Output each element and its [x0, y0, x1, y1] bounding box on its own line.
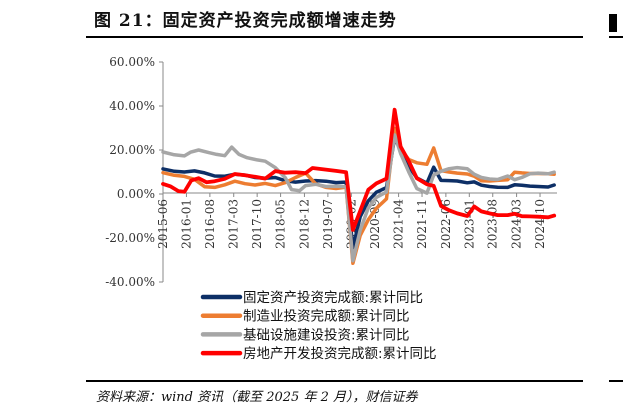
x-tick-label: 2018-05 — [274, 199, 288, 249]
x-tick-label: 2015-06 — [156, 199, 170, 249]
next-figure-marker — [609, 14, 617, 32]
series-line-3 — [161, 133, 556, 263]
series-line-4 — [161, 107, 557, 232]
x-tick-label: 2017-10 — [250, 199, 264, 249]
series-lines — [161, 107, 557, 266]
y-tick-label: 0.00% — [117, 187, 155, 201]
y-tick-label: 40.00% — [109, 99, 155, 113]
x-tick-label: 2023-08 — [486, 199, 500, 249]
y-tick-label: -40.00% — [105, 275, 155, 289]
bottom-rule — [86, 380, 583, 382]
x-tick-label: 2016-01 — [179, 199, 193, 249]
chart-legend: 固定资产投资完成额:累计同比制造业投资完成额:累计同比基础设施建设投资:累计同比… — [200, 290, 437, 362]
legend-label-2: 制造业投资完成额:累计同比 — [243, 309, 410, 325]
x-tick-label: 2020-09 — [368, 199, 382, 249]
source-note: 资料来源：wind 资讯（截至 2025 年 2 月），财信证券 — [96, 390, 418, 405]
y-tick-label: 20.00% — [109, 143, 155, 157]
figure-title: 图 21：固定资产投资完成额增速走势 — [94, 11, 397, 31]
y-tick-label: -20.00% — [105, 231, 155, 245]
next-figure-top-rule — [609, 36, 623, 38]
next-figure-bottom-rule — [609, 380, 623, 382]
y-axis: 60.00% 40.00% 20.00% 0.00% -20.00% -40.00% — [105, 55, 164, 289]
x-tick-label: 2017-03 — [227, 199, 241, 249]
legend-label-1: 固定资产投资完成额:累计同比 — [243, 290, 423, 306]
x-tick-label: 2024-03 — [510, 199, 524, 249]
y-tick-label: 60.00% — [109, 55, 155, 69]
x-axis: 2015-06 2016-01 2016-08 2017-03 2017-10 2018-… — [156, 192, 557, 249]
x-tick-label: 2018-12 — [297, 199, 311, 249]
x-tick-label: 2021-04 — [392, 199, 406, 249]
x-tick-label: 2019-07 — [321, 199, 335, 249]
x-tick-label: 2016-08 — [203, 199, 217, 249]
legend-label-3: 基础设施建设投资:累计同比 — [243, 326, 410, 343]
x-tick-label: 2024-10 — [533, 199, 547, 249]
legend-label-4: 房地产开发投资完成额:累计同比 — [243, 346, 437, 362]
top-rule — [86, 36, 583, 38]
x-tick-label: 2021-11 — [415, 199, 429, 249]
